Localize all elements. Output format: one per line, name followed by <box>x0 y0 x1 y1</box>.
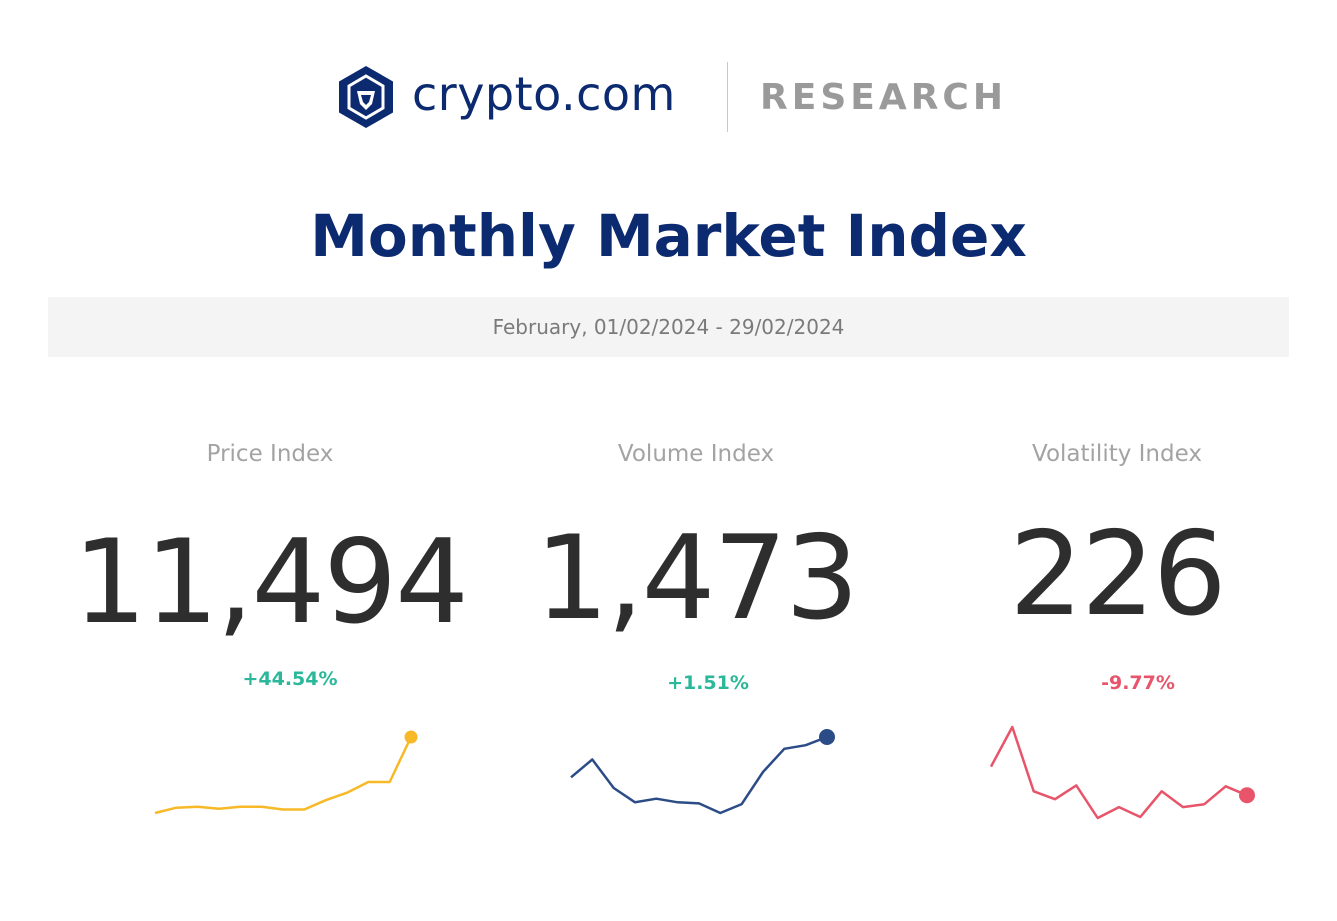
volatility-index-label: Volatility Index <box>1032 441 1202 467</box>
volatility-index-last-point <box>1239 787 1255 804</box>
crypto-lion-hexagon-icon <box>339 66 393 128</box>
period-bar: February, 01/02/2024 - 29/02/2024 <box>48 297 1289 357</box>
volatility-index-series-line <box>989 725 1248 820</box>
header: crypto.com RESEARCH <box>0 58 1337 134</box>
section-label: RESEARCH <box>760 77 1007 118</box>
volatility-index-card: Volatility Index 226 -9.77% <box>907 430 1327 850</box>
volume-index-value: 1,473 <box>534 511 859 646</box>
price-index-series-line <box>154 736 413 815</box>
page-title: Monthly Market Index <box>310 202 1027 270</box>
brand-name: crypto.com <box>412 67 676 121</box>
volume-index-sparkline <box>570 729 835 815</box>
volatility-index-value: 226 <box>1009 507 1226 642</box>
price-index-label: Price Index <box>206 441 334 467</box>
volume-index-last-point <box>819 729 835 745</box>
period-text: February, 01/02/2024 - 29/02/2024 <box>492 315 845 339</box>
price-index-value: 11,494 <box>73 515 469 650</box>
price-index-change: +44.54% <box>242 668 338 690</box>
price-index-card: Price Index 11,494 +44.54% <box>60 430 480 850</box>
price-index-sparkline <box>154 730 418 815</box>
volatility-index-change: -9.77% <box>1101 672 1175 694</box>
header-divider <box>727 62 728 132</box>
volume-index-label: Volume Index <box>617 441 775 467</box>
price-index-last-point <box>404 730 418 744</box>
volatility-index-sparkline <box>989 725 1255 820</box>
volume-index-card: Volume Index 1,473 +1.51% <box>486 430 906 850</box>
volume-index-series-line <box>570 735 828 815</box>
volume-index-change: +1.51% <box>667 672 749 694</box>
